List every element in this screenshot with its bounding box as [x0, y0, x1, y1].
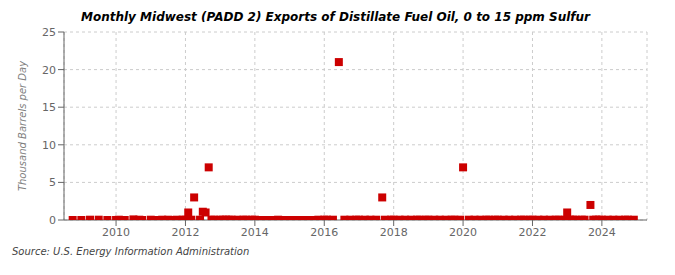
svg-text:2020: 2020: [449, 226, 477, 239]
html-text:Source: U.S. Energy Informatio: Source: U.S. Energy Information Administ…: [12, 246, 250, 257]
svg-text:2016: 2016: [310, 226, 338, 239]
svg-text:2014: 2014: [241, 226, 269, 239]
svg-text:0: 0: [49, 214, 56, 227]
svg-text:2024: 2024: [588, 226, 616, 239]
svg-text:2010: 2010: [102, 226, 130, 239]
svg-text:2018: 2018: [380, 226, 408, 239]
svg-text:2012: 2012: [171, 226, 199, 239]
html-text:Monthly Midwest (PADD 2) Expor: Monthly Midwest (PADD 2) Exports of Dist…: [81, 10, 590, 24]
svg-text:15: 15: [42, 101, 56, 114]
svg-text:5: 5: [49, 176, 56, 189]
svg-text:2022: 2022: [518, 226, 546, 239]
svg-text:25: 25: [42, 26, 56, 39]
svg-text:Thousand Barrels per Day: Thousand Barrels per Day: [17, 60, 28, 191]
svg-text:20: 20: [42, 64, 56, 77]
svg-text:10: 10: [42, 139, 56, 152]
